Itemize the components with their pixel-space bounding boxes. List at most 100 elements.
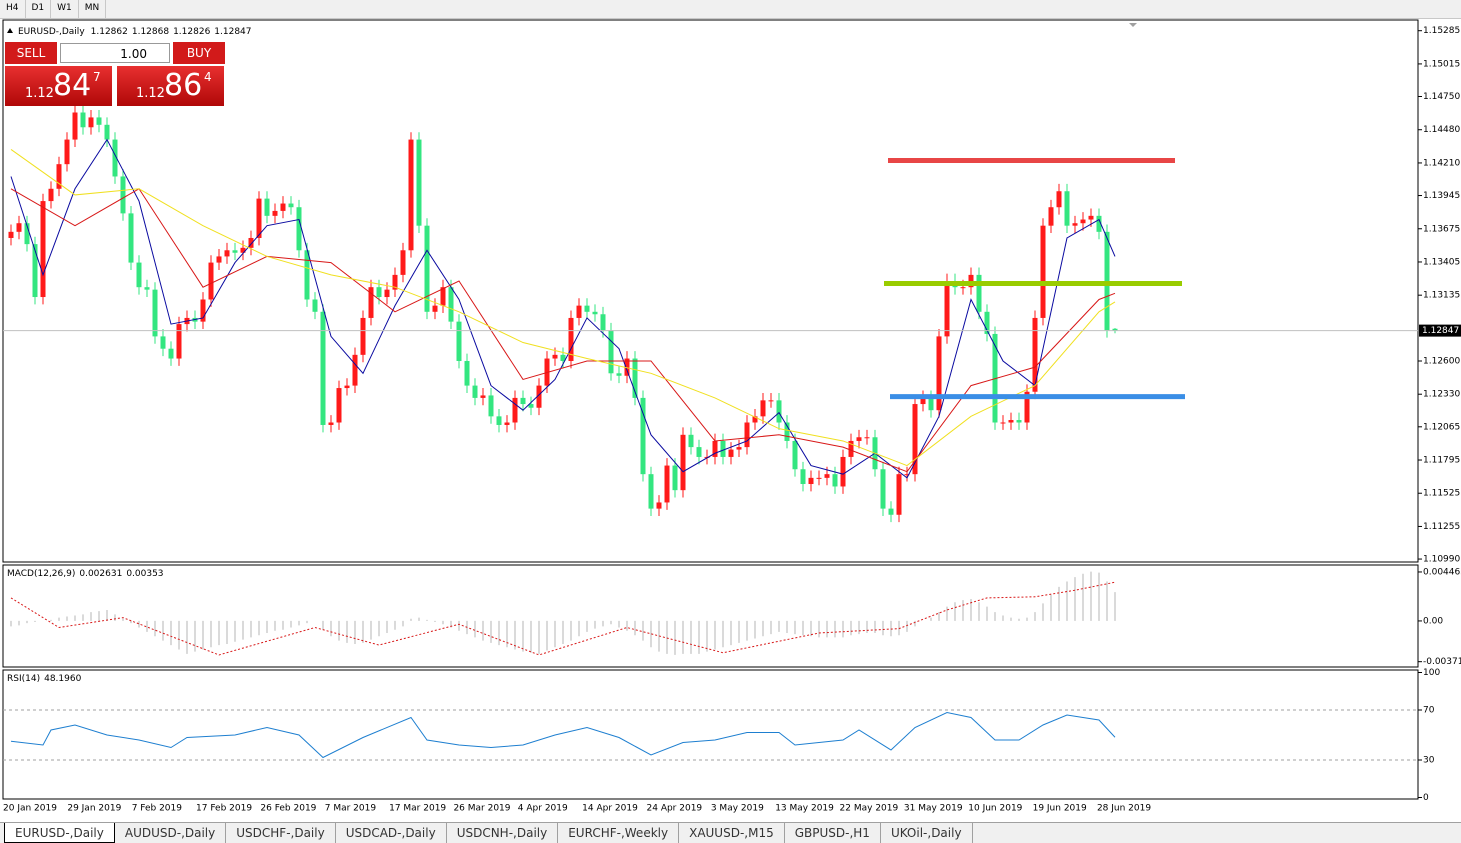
timeframe-button[interactable]: MN <box>79 0 107 18</box>
candle-body <box>608 330 614 374</box>
candle-body <box>696 447 702 457</box>
buy-button[interactable]: BUY <box>173 42 225 64</box>
candle-body <box>56 164 62 189</box>
candle-body <box>944 281 950 337</box>
chart-tab[interactable]: USDCHF-,Daily <box>226 823 336 843</box>
timeframe-toolbar: H4 D1 W1 MN <box>0 0 1461 19</box>
candle-body <box>744 422 750 448</box>
candle-body <box>384 289 390 298</box>
chart-header: EURUSD-,Daily 1.12862 1.12868 1.12826 1.1284… <box>18 27 252 37</box>
buy-price[interactable]: 1.12 86 4 <box>117 66 224 106</box>
candle-body <box>960 287 966 289</box>
macd-value: 0.002631 <box>79 569 122 579</box>
price-pips: 84 <box>53 68 92 103</box>
candle-body <box>624 358 630 376</box>
y-tick-label: 1.12330 <box>1423 390 1460 400</box>
x-tick-label: 29 Jan 2019 <box>67 804 121 814</box>
x-tick-label: 19 Jun 2019 <box>1033 804 1087 814</box>
collapse-icon <box>7 28 13 33</box>
timeframe-button[interactable]: W1 <box>51 0 79 18</box>
candle-body <box>456 321 462 361</box>
candle-body <box>568 317 574 361</box>
candle-body <box>344 385 350 389</box>
candle-body <box>64 139 70 165</box>
candle-body <box>1040 225 1046 318</box>
y-tick-label: 1.13945 <box>1423 191 1460 201</box>
rsi-value: 48.1960 <box>44 674 81 684</box>
x-tick-label: 31 May 2019 <box>904 804 963 814</box>
candle-body <box>800 469 806 485</box>
candle-body <box>128 213 134 263</box>
candle-body <box>232 250 238 253</box>
symbol: EURUSD-,Daily <box>18 27 85 37</box>
x-tick-label: 13 May 2019 <box>775 804 834 814</box>
rsi-header: RSI(14) 48.1960 <box>7 674 82 684</box>
candle-body <box>400 250 406 275</box>
x-tick-label: 22 May 2019 <box>840 804 899 814</box>
candle-body <box>736 447 742 450</box>
x-tick-label: 10 Jun 2019 <box>968 804 1022 814</box>
chart-tab[interactable]: USDCAD-,Daily <box>336 823 447 843</box>
candle-body <box>280 203 286 211</box>
x-tick-label: 26 Feb 2019 <box>260 804 316 814</box>
y-tick-label: 100 <box>1423 668 1440 678</box>
y-tick-label: 1.12065 <box>1423 422 1460 432</box>
x-tick-label: 24 Apr 2019 <box>647 804 703 814</box>
candle-body <box>672 465 678 491</box>
candle-body <box>816 477 822 479</box>
one-click-trading: SELL 1.00 BUY 1.12 84 7 1.12 86 4 <box>5 42 225 108</box>
rsi-title: RSI(14) <box>7 674 40 684</box>
candle-body <box>896 474 902 515</box>
chart-tab[interactable]: GBPUSD-,H1 <box>785 823 881 843</box>
chart-tab[interactable]: XAUUSD-,M15 <box>679 823 785 843</box>
x-tick-label: 20 Jan 2019 <box>3 804 57 814</box>
candle-body <box>352 354 358 386</box>
candle-body <box>928 397 934 411</box>
price-big: 1.12 <box>136 86 165 101</box>
y-tick-label: 0 <box>1423 793 1429 803</box>
candle-body <box>840 456 846 487</box>
candle-body <box>248 237 254 248</box>
candle-body <box>912 404 918 475</box>
timeframe-button[interactable]: H4 <box>0 0 26 18</box>
candle-body <box>1096 215 1102 232</box>
candle-body <box>536 385 542 408</box>
candle-body <box>1008 420 1014 423</box>
price-point: 7 <box>93 70 101 84</box>
macd-title: MACD(12,26,9) <box>7 569 75 579</box>
candle-body <box>1112 328 1118 331</box>
candle-body <box>176 324 182 359</box>
candle-body <box>824 474 830 478</box>
candle-body <box>88 117 94 128</box>
chart-tab[interactable]: AUDUSD-,Daily <box>115 823 227 843</box>
candle-body <box>216 256 222 263</box>
current-price-label: 1.12847 <box>1422 326 1459 336</box>
chart-tab[interactable]: EURCHF-,Weekly <box>558 823 680 843</box>
candle-body <box>304 250 310 300</box>
sell-price[interactable]: 1.12 84 7 <box>5 66 112 106</box>
y-tick-label: 1.11255 <box>1423 522 1460 532</box>
chart-tab[interactable]: EURUSD-,Daily <box>4 823 115 843</box>
candle-body <box>768 400 774 402</box>
candle-body <box>760 400 766 417</box>
moving-average <box>10 149 1116 467</box>
candle-body <box>848 440 854 457</box>
candle-body <box>1000 422 1006 424</box>
timeframe-button[interactable]: D1 <box>26 0 52 18</box>
candle-body <box>392 274 398 290</box>
close: 1.12847 <box>214 27 251 37</box>
candle-body <box>528 404 534 408</box>
price-point: 4 <box>204 70 212 84</box>
y-tick-label: 1.11525 <box>1423 489 1460 499</box>
candle-body <box>864 437 870 439</box>
chart-tab[interactable]: UKOil-,Daily <box>881 823 973 843</box>
candle-body <box>80 112 86 128</box>
candle-body <box>368 287 374 318</box>
lot-input[interactable]: 1.00 <box>60 43 170 63</box>
macd-header: MACD(12,26,9) 0.002631 0.00353 <box>7 569 164 579</box>
chart-tab[interactable]: USDCNH-,Daily <box>447 823 559 843</box>
candle-body <box>48 188 54 202</box>
price-pips: 86 <box>164 68 203 103</box>
sell-button[interactable]: SELL <box>5 42 57 64</box>
